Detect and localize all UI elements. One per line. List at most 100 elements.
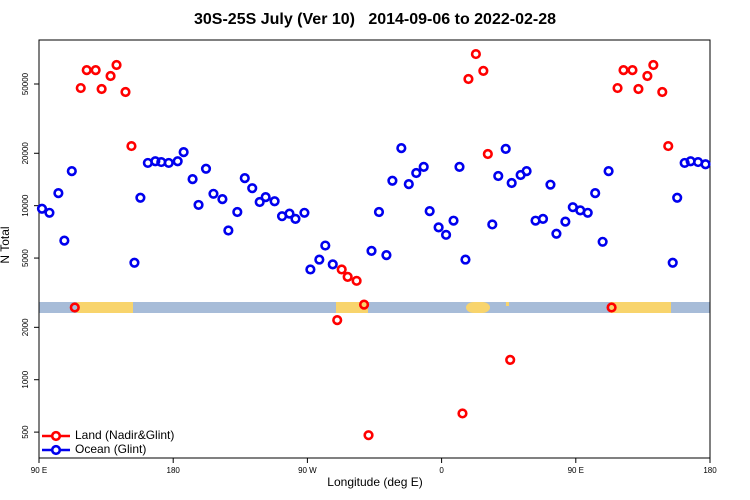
point xyxy=(96,83,107,95)
x-tick-label: 180 xyxy=(167,466,181,475)
point xyxy=(606,302,617,313)
point xyxy=(351,275,362,286)
point xyxy=(493,170,504,182)
point xyxy=(332,315,343,326)
point xyxy=(627,65,638,76)
point xyxy=(200,163,212,174)
point xyxy=(470,48,481,60)
point xyxy=(269,196,280,207)
point xyxy=(363,430,374,441)
point xyxy=(482,148,493,160)
point xyxy=(299,207,310,218)
point xyxy=(424,206,435,217)
legend-label: Land (Nadir&Glint) xyxy=(75,428,174,442)
point xyxy=(642,70,653,82)
point xyxy=(105,70,116,82)
point xyxy=(612,82,623,94)
point xyxy=(366,245,377,256)
x-tick-label: 180 xyxy=(703,466,717,475)
point xyxy=(150,156,161,167)
point xyxy=(111,59,122,71)
point xyxy=(129,257,140,268)
point xyxy=(178,147,189,158)
point xyxy=(603,165,614,177)
point xyxy=(381,249,392,261)
x-tick-label: 0 xyxy=(439,466,444,475)
point xyxy=(463,73,474,85)
point xyxy=(247,183,258,194)
point xyxy=(254,196,265,208)
point xyxy=(411,167,422,179)
point xyxy=(59,235,70,246)
point xyxy=(53,188,64,199)
plot-frame xyxy=(38,39,711,459)
point xyxy=(120,86,131,98)
point xyxy=(590,188,601,199)
chart-title: 30S-25S July (Ver 10) 2014-09-06 to 2022… xyxy=(194,11,556,28)
x-axis-label: Longitude (deg E) xyxy=(327,475,422,489)
y-tick-label: 5000 xyxy=(21,249,30,267)
point xyxy=(667,257,678,268)
point xyxy=(418,161,429,173)
point xyxy=(537,213,549,224)
point xyxy=(433,222,444,233)
surface-strip xyxy=(39,302,710,313)
y-tick-label: 50000 xyxy=(21,72,30,95)
point xyxy=(672,192,683,203)
point xyxy=(648,59,659,71)
y-axis-label: N Total xyxy=(0,226,12,263)
point xyxy=(44,207,55,218)
point xyxy=(232,206,243,218)
point xyxy=(172,156,183,167)
point xyxy=(373,206,385,218)
x-tick-label: 90 W xyxy=(298,466,317,475)
point xyxy=(457,408,468,419)
point xyxy=(387,175,398,186)
legend-label: Ocean (Glint) xyxy=(75,442,146,456)
point xyxy=(314,254,325,265)
point xyxy=(460,254,471,265)
point xyxy=(358,299,370,310)
point xyxy=(336,264,347,275)
point xyxy=(327,259,338,270)
point xyxy=(163,157,174,169)
legend-marker xyxy=(50,430,62,442)
point xyxy=(506,177,517,189)
point xyxy=(633,83,644,95)
x-tick-label: 90 E xyxy=(31,466,47,475)
y-tick-label: 500 xyxy=(21,425,30,439)
point xyxy=(597,236,608,247)
point xyxy=(396,143,407,154)
point xyxy=(320,240,331,251)
point xyxy=(135,192,146,203)
point xyxy=(305,264,316,275)
point xyxy=(66,165,77,177)
point xyxy=(223,225,234,236)
legend-marker xyxy=(50,444,62,456)
point xyxy=(618,65,629,76)
point xyxy=(454,161,465,173)
point xyxy=(500,143,511,154)
point xyxy=(505,354,516,365)
y-tick-label: 20000 xyxy=(21,142,30,165)
point xyxy=(90,65,101,76)
point xyxy=(239,173,250,184)
point xyxy=(487,219,498,230)
point xyxy=(521,165,532,177)
y-tick-label: 1000 xyxy=(21,370,30,388)
point xyxy=(657,86,668,98)
point xyxy=(560,216,571,227)
point xyxy=(217,194,228,205)
point xyxy=(700,159,711,170)
point xyxy=(36,203,48,214)
point xyxy=(663,140,674,152)
point xyxy=(448,215,459,226)
point xyxy=(551,228,562,239)
point xyxy=(75,82,86,94)
point xyxy=(208,188,219,199)
point xyxy=(260,191,271,203)
point xyxy=(284,208,295,219)
point xyxy=(187,174,198,185)
point xyxy=(126,140,137,152)
